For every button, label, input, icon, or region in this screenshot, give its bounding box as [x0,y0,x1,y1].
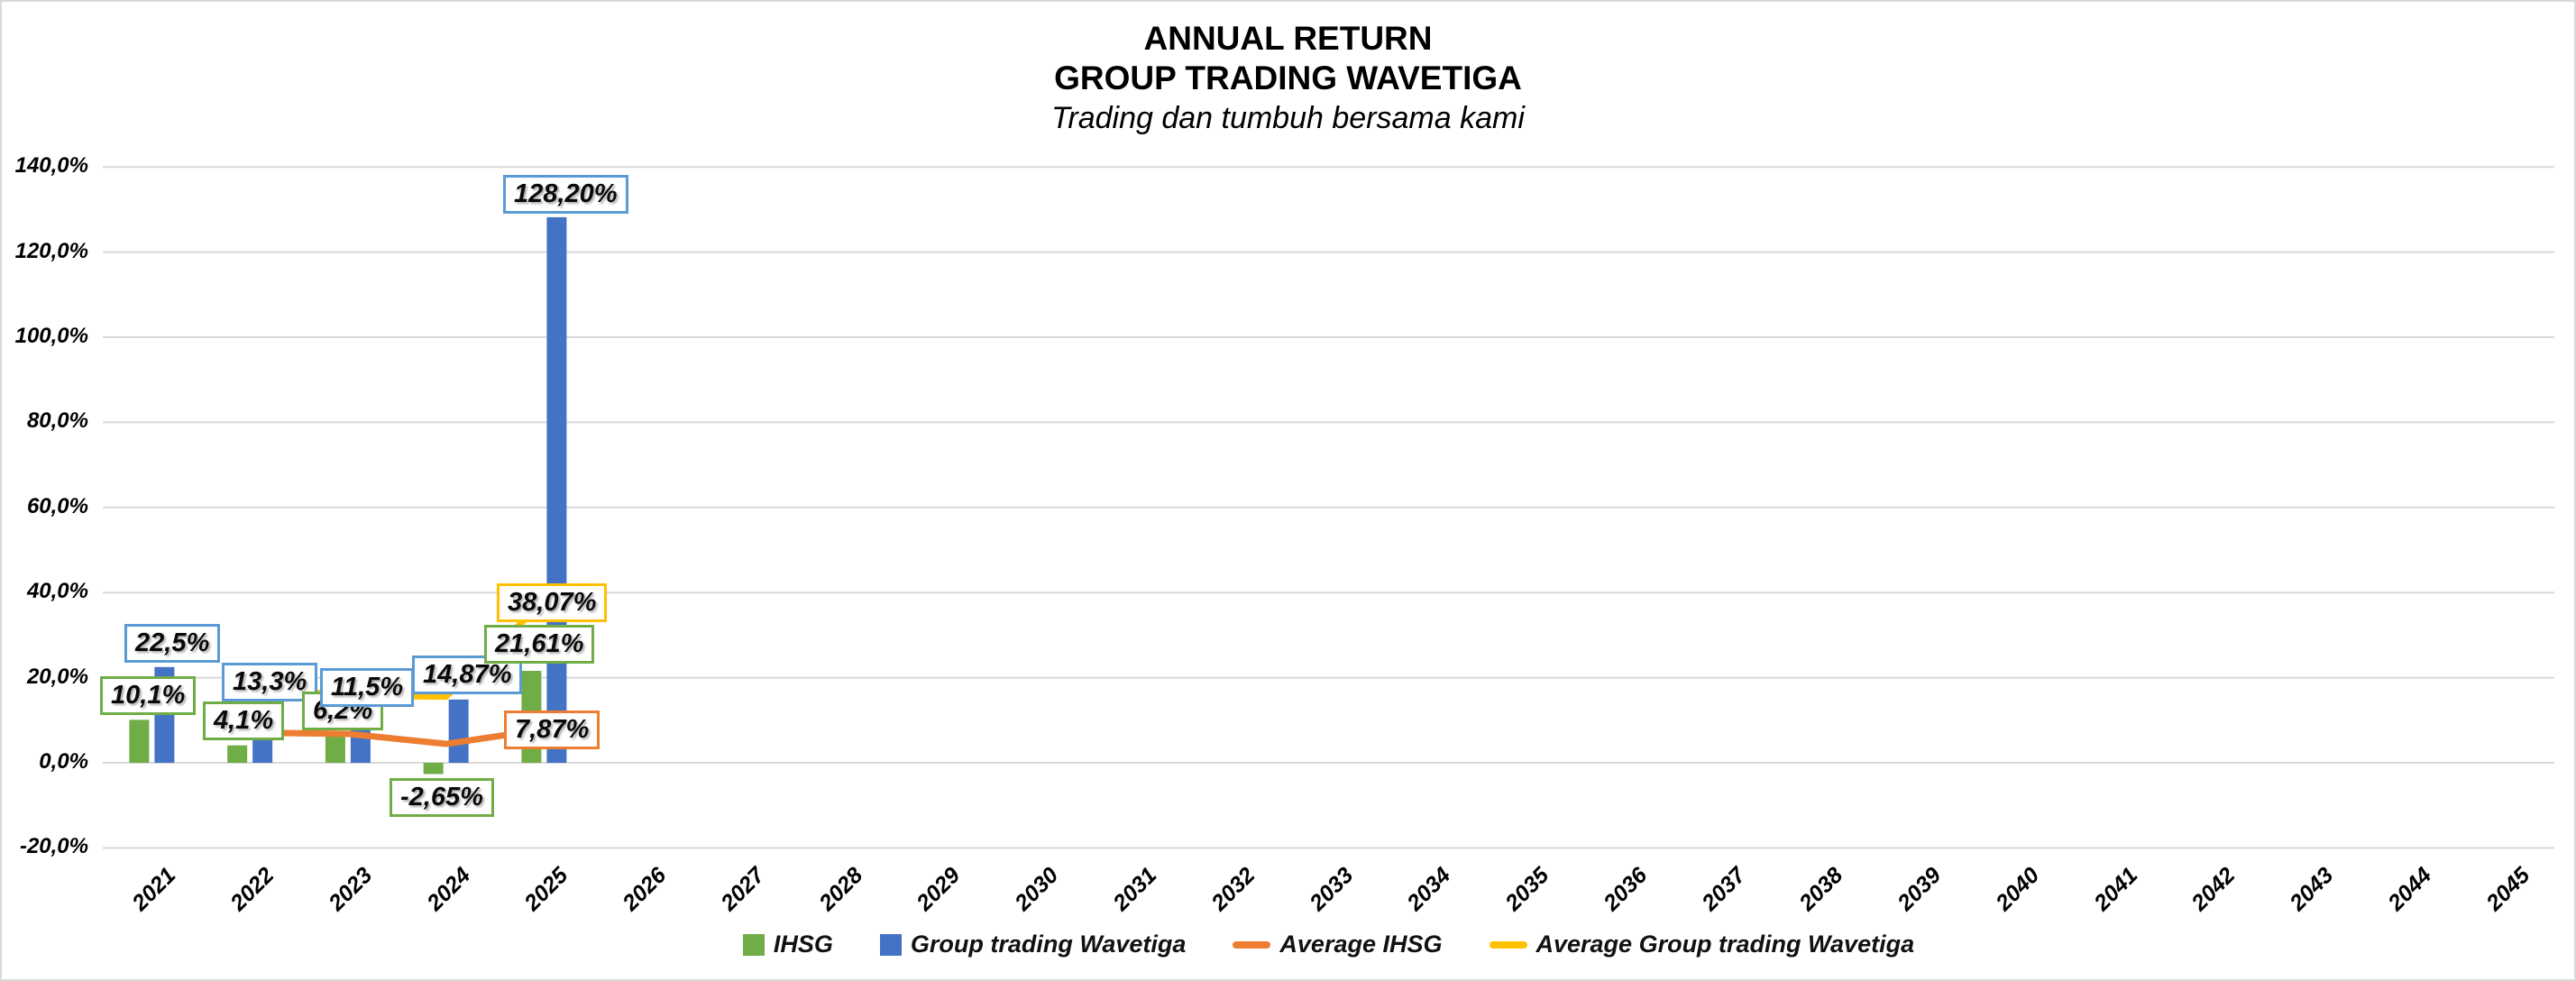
legend-item-ihsg: IHSG [742,931,833,958]
data-label-group-trading-wavetiga-2021: 22,5% [124,624,221,664]
y-axis-label-80: 80,0% [26,408,88,434]
y-axis-label-20: 20,0% [26,664,88,689]
bar-ihsg-2023 [325,736,345,763]
data-label-group-trading-wavetiga-2022: 13,3% [222,663,318,702]
y-axis-label-120: 120,0% [14,238,88,263]
data-label-ihsg-2021: 10,1% [100,676,197,716]
legend-swatch-line [1489,940,1527,949]
data-label-ihsg-2022: 4,1% [203,701,285,741]
y-axis-label-0: 0,0% [39,749,88,774]
legend-label: Group trading Wavetiga [910,931,1187,958]
chart-subtitle: Trading dan tumbuh bersama kami [1051,101,1525,135]
legend-label: Average IHSG [1279,931,1443,958]
legend-label: IHSG [773,931,833,958]
chart-title-line2: GROUP TRADING WAVETIGA [1054,60,1522,96]
legend-label: Average Group trading Wavetiga [1536,931,1915,958]
chart-title-line1: ANNUAL RETURN [1143,20,1433,57]
data-label-ihsg-2025: 21,61% [484,625,595,665]
data-label-group-trading-wavetiga-2025: 128,20% [503,175,628,215]
y-axis-label-40: 40,0% [26,579,88,604]
legend-swatch-line [1233,940,1271,949]
y-axis-label-60: 60,0% [26,493,88,518]
y-axis-label-140: 140,0% [14,153,88,179]
data-label-group-trading-wavetiga-2023: 11,5% [320,668,415,708]
legend-item-group-trading-wavetiga: Group trading Wavetiga [879,931,1187,958]
data-label-average-ihsg-2025: 7,87% [504,711,600,750]
chart-legend: IHSG Group trading Wavetiga Average IHSG Av… [103,931,2554,958]
bar-ihsg-2022 [227,745,248,763]
y-axis-label--20: -20,0% [19,834,88,859]
bar-group-trading-wavetiga-2024 [448,699,469,763]
bar-ihsg-2021 [129,720,150,763]
y-axis-label-100: 100,0% [14,324,88,348]
bar-group-trading-wavetiga-2025 [546,216,567,763]
legend-item-average-group-trading-wavetiga: Average Group trading Wavetiga [1489,931,1915,958]
legend-swatch-square [879,933,902,956]
line-average-ihsg [250,726,545,747]
bar-ihsg-2024 [423,763,444,775]
data-label-ihsg-2024: -2,65% [390,778,494,818]
legend-swatch-square [742,933,765,956]
data-label-average-group-trading-wavetiga-2025: 38,07% [497,583,608,623]
legend-item-average-ihsg: Average IHSG [1233,931,1443,958]
